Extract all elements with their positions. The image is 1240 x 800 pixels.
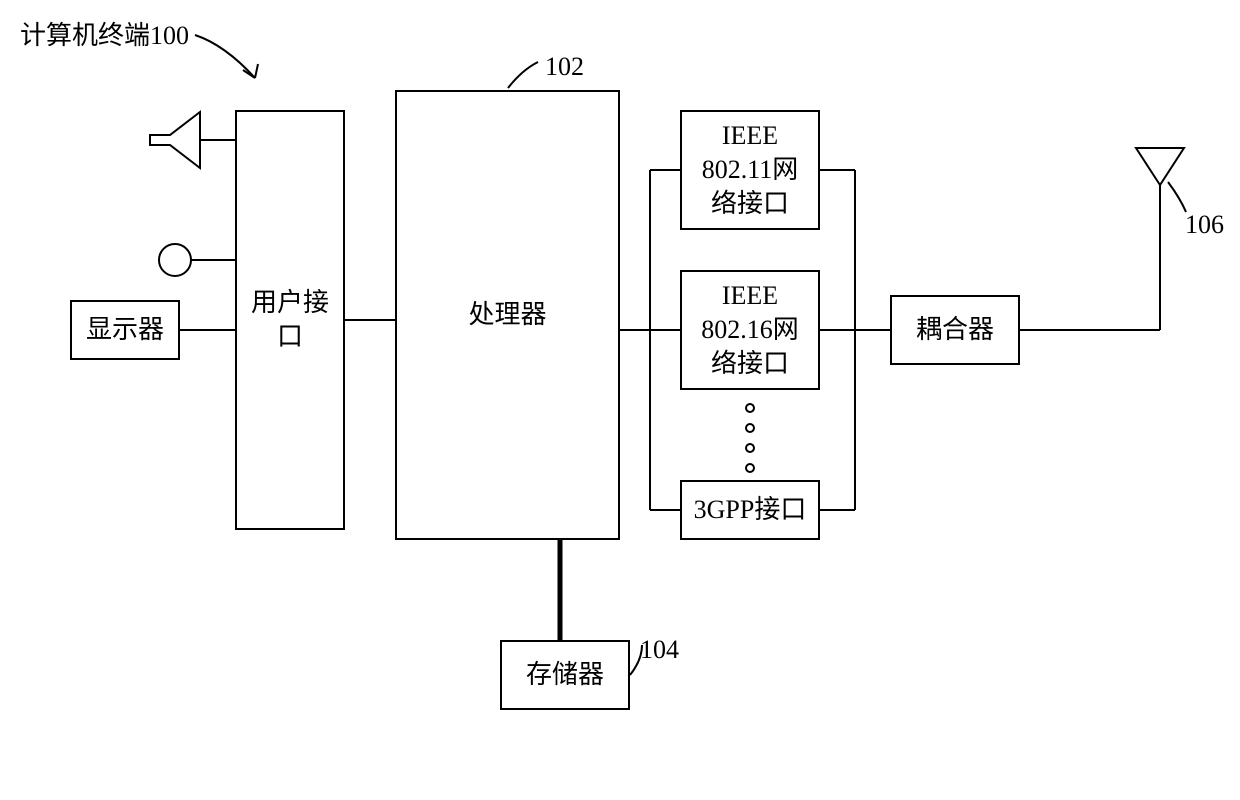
diagram-title: 计算机终端100	[20, 15, 189, 52]
title-arrow-icon	[195, 35, 258, 78]
hook-106	[1168, 182, 1186, 212]
block-coupler: 耦合器	[890, 295, 1020, 365]
ellipsis-icon	[746, 404, 754, 472]
callout-102: 102	[545, 52, 584, 82]
block-user-interface: 用户接 口	[235, 110, 345, 530]
block-display: 显示器	[70, 300, 180, 360]
block-ieee80211: IEEE 802.11网 络接口	[680, 110, 820, 230]
microphone-icon	[159, 244, 235, 276]
speaker-icon	[150, 112, 235, 168]
block-processor: 处理器	[395, 90, 620, 540]
conn-coupler-bus	[820, 170, 890, 510]
block-3gpp: 3GPP接口	[680, 480, 820, 540]
block-memory: 存储器	[500, 640, 630, 710]
hook-102	[508, 62, 538, 88]
callout-104: 104	[640, 635, 679, 665]
block-ieee80216: IEEE 802.16网 络接口	[680, 270, 820, 390]
conn-processor-bus	[620, 170, 680, 510]
callout-106: 106	[1185, 210, 1224, 240]
antenna-icon	[1136, 148, 1184, 330]
